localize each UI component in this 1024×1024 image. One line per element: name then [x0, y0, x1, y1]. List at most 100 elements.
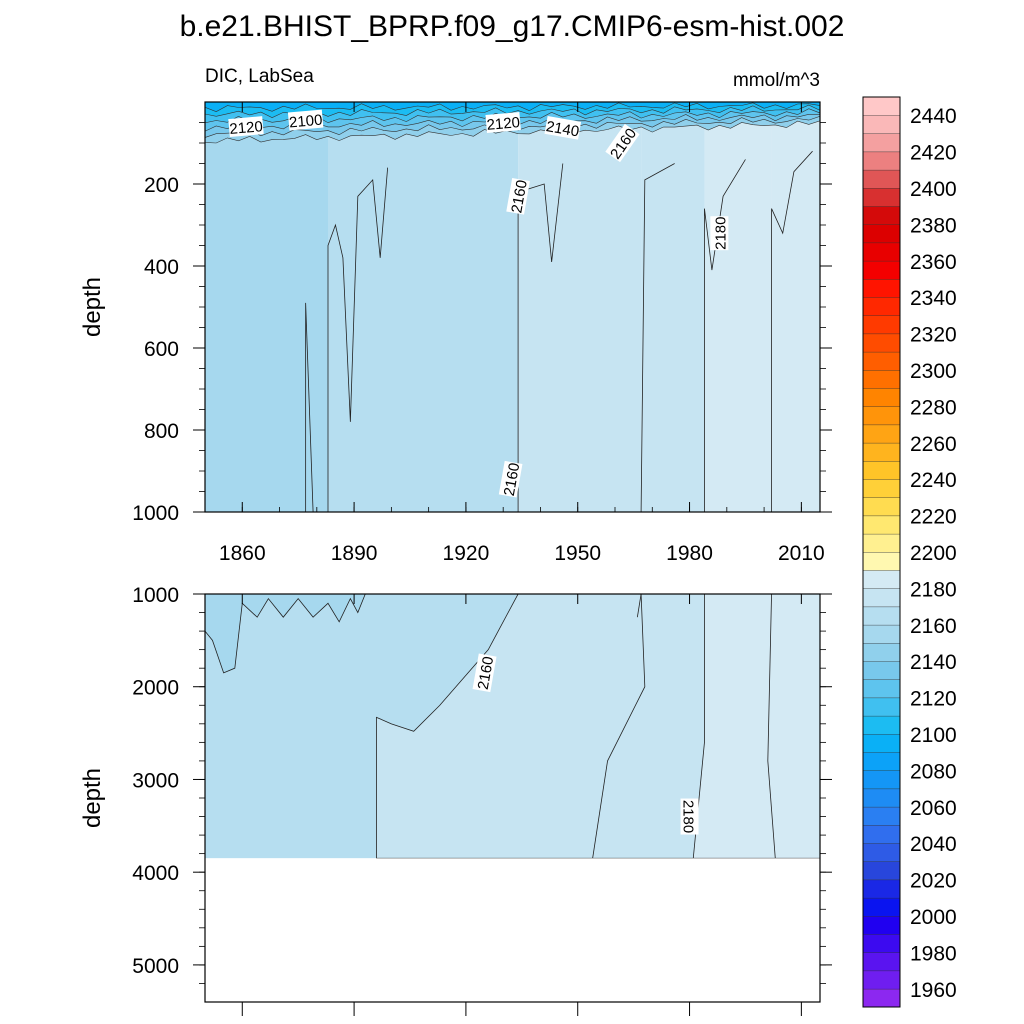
colorbar-box	[862, 642, 901, 662]
colorbar-box	[862, 715, 901, 735]
colorbar-box	[862, 533, 901, 553]
colorbar-box	[862, 806, 901, 826]
y-tick-label: 600	[144, 338, 179, 361]
contour-label-box	[498, 460, 523, 498]
contour-label-box	[605, 123, 640, 163]
colorbar-box	[862, 952, 901, 972]
colorbar-box	[862, 861, 901, 881]
colorbar-box	[862, 406, 901, 426]
x-tick-label: 1980	[666, 542, 713, 565]
contour-label-box	[544, 116, 582, 140]
contour-label-box	[680, 798, 699, 835]
panel-units-label: mmol/m^3	[733, 70, 820, 91]
colorbar-label: 2280	[910, 396, 957, 419]
contour-label-box	[287, 109, 324, 131]
colorbar-label: 2080	[910, 760, 957, 783]
y-tick-label: 5000	[132, 955, 179, 978]
lower-y-axis-title: depth	[79, 768, 106, 828]
colorbar-label: 2100	[910, 724, 957, 747]
colorbar-label: 2060	[910, 797, 957, 820]
colorbar-label: 2440	[910, 105, 957, 128]
colorbar-label: 2340	[910, 287, 957, 310]
colorbar-box	[862, 497, 901, 517]
colorbar-label: 2320	[910, 324, 957, 347]
colorbar-box	[862, 752, 901, 771]
colorbar-label: 2260	[910, 433, 957, 456]
colorbar-box	[862, 224, 901, 244]
colorbar-box	[862, 151, 901, 171]
upper-contour-line	[640, 163, 675, 512]
colorbar-label: 2360	[910, 251, 957, 274]
contour-label-text: 2140	[545, 118, 581, 141]
colorbar-box	[862, 970, 901, 990]
colorbar-label: 2140	[910, 651, 957, 674]
colorbar-box	[862, 788, 901, 808]
contour-label: 2120	[228, 116, 264, 138]
colorbar-box	[862, 843, 901, 862]
colorbar-box	[862, 297, 901, 316]
contour-label: 2160	[472, 653, 497, 693]
colorbar-box	[862, 242, 901, 262]
contour-label-box	[710, 216, 729, 251]
contour-label: 2180	[680, 798, 699, 835]
y-tick-label: 200	[144, 174, 179, 197]
upper-filled-contours	[205, 102, 820, 512]
colorbar-box	[862, 351, 901, 371]
colorbar-box	[862, 388, 901, 407]
colorbar-box	[862, 934, 901, 953]
colorbar-frame	[862, 96, 901, 1008]
colorbar-label: 2000	[910, 906, 957, 929]
colorbar-box	[862, 460, 901, 480]
colorbar-box	[862, 479, 901, 498]
x-tick-label: 1920	[443, 542, 490, 565]
lower-dic-band	[767, 594, 820, 859]
colorbar-label: 2160	[910, 615, 957, 638]
colorbar-box	[862, 915, 901, 935]
colorbar-label: 2240	[910, 469, 957, 492]
contour-label: 2160	[498, 460, 523, 498]
contour-label-text: 2100	[288, 112, 323, 132]
colorbar-label: 2020	[910, 870, 957, 893]
upper-dic-band	[771, 102, 820, 512]
colorbar-box	[862, 260, 901, 280]
upper-contour-line	[704, 159, 746, 512]
upper-dic-band	[205, 102, 328, 512]
colorbar-label: 2040	[910, 833, 957, 856]
colorbar-box	[862, 897, 901, 917]
contour-label: 2100	[287, 109, 324, 132]
upper-contour-line	[327, 167, 389, 512]
upper-dic-band	[518, 102, 642, 512]
contour-label-text: 2120	[486, 114, 521, 134]
colorbar-box	[862, 369, 901, 389]
colorbar-box	[862, 588, 901, 608]
y-tick-label: 3000	[132, 769, 179, 792]
upper-contour-lines	[305, 150, 813, 512]
contour-label: 2180	[710, 216, 729, 251]
figure-title: b.e21.BHIST_BPRP.f09_g17.CMIP6-esm-hist.…	[180, 10, 845, 43]
colorbar-box	[862, 96, 901, 116]
upper-surface-layer	[205, 102, 820, 113]
colorbar-label: 2420	[910, 142, 957, 165]
y-tick-label: 4000	[132, 862, 179, 885]
colorbar-box	[862, 278, 901, 298]
colorbar-box	[862, 988, 901, 1008]
colorbar-box	[862, 442, 901, 462]
colorbar: 2440 2420 2400 2380 2360 2340 2320 2300 2280 2260…	[862, 96, 957, 1008]
y-tick-label: 400	[144, 256, 179, 279]
lower-filled-contours	[205, 594, 820, 1002]
contour-label: 2120	[485, 112, 521, 134]
x-tick-label: 1860	[219, 542, 266, 565]
contour-label: 2140	[544, 116, 582, 141]
colorbar-box	[862, 770, 901, 790]
colorbar-box	[862, 824, 901, 844]
colorbar-box	[862, 187, 901, 207]
upper-contour-line	[771, 150, 813, 512]
colorbar-box	[862, 333, 901, 353]
colorbar-label: 2180	[910, 578, 957, 601]
lower-missing-data	[205, 858, 820, 1002]
colorbar-box	[862, 515, 901, 535]
colorbar-box	[862, 205, 901, 225]
colorbar-box	[862, 551, 901, 571]
panel-left-label: DIC, LabSea	[205, 66, 314, 87]
contour-label-text: 2180	[680, 800, 697, 833]
